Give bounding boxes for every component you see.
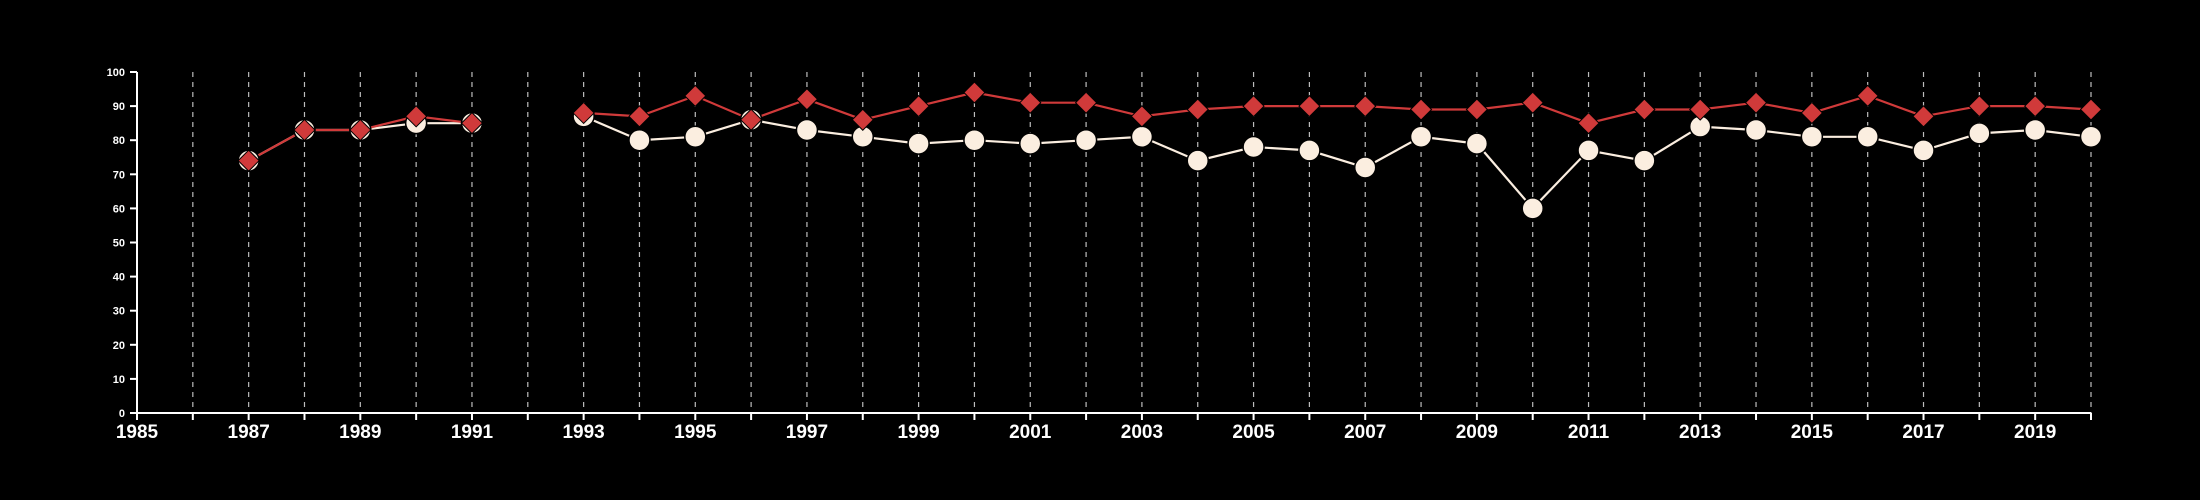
data-point-diamond — [1465, 98, 1489, 121]
data-point-diamond — [1298, 94, 1321, 118]
data-point-circle — [1130, 125, 1154, 149]
data-point-diamond — [1354, 94, 1377, 118]
x-tick-label: 2019 — [2014, 422, 2056, 443]
data-point-diamond — [1577, 111, 1600, 135]
y-tick-label: 70 — [113, 169, 125, 181]
data-point-circle — [1242, 135, 1265, 159]
y-tick-label: 40 — [113, 272, 125, 284]
data-point-circle — [1298, 139, 1321, 162]
x-tick-label: 1993 — [562, 422, 604, 443]
data-point-diamond — [1856, 84, 1879, 108]
x-tick-label: 2009 — [1456, 422, 1498, 443]
data-point-circle — [907, 132, 930, 155]
data-point-diamond — [1800, 101, 1824, 125]
x-tick-label: 1999 — [897, 422, 939, 443]
x-tick-label: 2005 — [1232, 422, 1275, 443]
data-point-circle — [1465, 132, 1489, 155]
data-point-circle — [628, 128, 651, 152]
data-point-circle — [1577, 139, 1600, 162]
data-point-circle — [1912, 139, 1935, 162]
data-point-diamond — [628, 105, 651, 128]
x-tick-label: 2001 — [1009, 422, 1052, 443]
x-tick-label: 2017 — [1902, 422, 1944, 443]
data-point-diamond — [404, 105, 428, 128]
data-point-diamond — [1912, 105, 1935, 128]
y-tick-label: 20 — [113, 340, 125, 352]
y-tick-label: 10 — [113, 374, 125, 386]
x-tick-label: 1991 — [451, 422, 494, 443]
data-point-diamond — [1186, 98, 1209, 121]
x-tick-label: 1985 — [116, 422, 159, 443]
x-tick-label: 2003 — [1121, 422, 1163, 443]
data-point-diamond — [963, 81, 986, 104]
y-tick-label: 100 — [107, 67, 125, 79]
x-tick-label: 1987 — [228, 422, 270, 443]
x-tick-label: 1997 — [786, 422, 828, 443]
data-point-diamond — [1242, 94, 1265, 118]
data-point-diamond — [684, 84, 707, 108]
y-tick-label: 0 — [119, 408, 125, 420]
data-point-diamond — [907, 94, 930, 118]
x-tick-label: 2013 — [1679, 422, 1721, 443]
data-markers — [237, 81, 2103, 220]
data-point-circle — [2079, 125, 2103, 149]
data-point-diamond — [349, 118, 372, 142]
data-point-diamond — [293, 118, 316, 142]
series-line-2 — [583, 91, 2092, 125]
x-tick-label: 2007 — [1344, 422, 1386, 443]
data-point-diamond — [739, 108, 763, 131]
x-tick-label: 2011 — [1568, 422, 1610, 443]
data-point-circle — [1409, 125, 1433, 149]
data-point-diamond — [1409, 98, 1433, 121]
data-point-diamond — [795, 88, 819, 111]
data-point-circle — [1800, 125, 1824, 149]
y-tick-label: 90 — [113, 101, 125, 113]
y-tick-label: 30 — [113, 306, 125, 318]
data-point-diamond — [1019, 91, 1042, 114]
data-point-circle — [1968, 122, 1991, 145]
grid-lines — [192, 72, 2092, 413]
data-point-circle — [1744, 118, 1768, 142]
data-point-diamond — [1688, 98, 1712, 121]
tick-labels: 1985 1987 1989 1991 1993 1995 1997 1999 2001 2003… — [107, 67, 2057, 443]
data-point-circle — [963, 128, 986, 152]
data-point-circle — [684, 125, 707, 149]
data-point-diamond — [1130, 105, 1154, 128]
data-point-diamond — [1968, 94, 1991, 118]
x-tick-label: 1989 — [339, 422, 381, 443]
data-point-circle — [1856, 125, 1879, 149]
axes — [130, 71, 2092, 420]
data-point-diamond — [2079, 98, 2103, 121]
data-point-diamond — [1744, 91, 1768, 114]
data-point-circle — [1186, 149, 1209, 172]
data-point-diamond — [1074, 91, 1098, 114]
data-point-diamond — [2023, 94, 2047, 118]
series-lines — [248, 91, 2092, 211]
data-point-circle — [1019, 132, 1042, 155]
data-point-circle — [1353, 156, 1377, 179]
y-tick-label: 80 — [113, 135, 125, 147]
data-point-diamond — [572, 101, 595, 125]
data-point-circle — [1521, 197, 1544, 220]
x-tick-label: 1995 — [674, 422, 717, 443]
data-point-diamond — [851, 108, 874, 131]
data-point-circle — [2023, 118, 2047, 142]
data-point-diamond — [237, 149, 260, 172]
data-point-diamond — [1521, 91, 1544, 114]
series-line-1 — [583, 115, 2092, 211]
data-point-diamond — [1633, 98, 1656, 121]
data-point-circle — [795, 118, 819, 142]
y-tick-label: 60 — [113, 203, 125, 215]
data-point-circle — [1633, 149, 1656, 172]
x-tick-label: 2015 — [1791, 422, 1834, 443]
data-point-diamond — [460, 111, 484, 135]
data-point-circle — [1074, 128, 1098, 152]
y-tick-label: 50 — [113, 238, 125, 250]
